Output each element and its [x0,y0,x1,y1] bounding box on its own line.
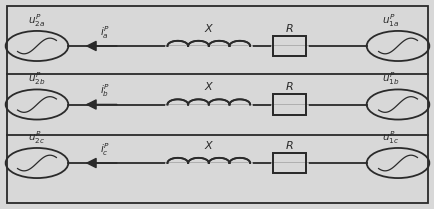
Text: $X$: $X$ [203,139,214,151]
Text: $X$: $X$ [203,80,214,92]
Text: $i_{b}^{P}$: $i_{b}^{P}$ [100,83,110,99]
Text: $u_{1a}^{P}$: $u_{1a}^{P}$ [381,12,398,29]
Text: $i_{a}^{P}$: $i_{a}^{P}$ [100,24,110,41]
Text: $X$: $X$ [203,22,214,34]
Text: $R$: $R$ [284,139,293,151]
Text: $u_{2c}^{P}$: $u_{2c}^{P}$ [27,129,45,146]
Text: $u_{1c}^{P}$: $u_{1c}^{P}$ [381,129,398,146]
Text: $R$: $R$ [284,22,293,34]
Text: $R$: $R$ [284,80,293,92]
Text: $u_{2b}^{P}$: $u_{2b}^{P}$ [27,71,45,87]
Text: $u_{2a}^{P}$: $u_{2a}^{P}$ [27,12,45,29]
Text: $u_{1b}^{P}$: $u_{1b}^{P}$ [381,71,399,87]
Text: $i_{c}^{P}$: $i_{c}^{P}$ [100,141,110,158]
